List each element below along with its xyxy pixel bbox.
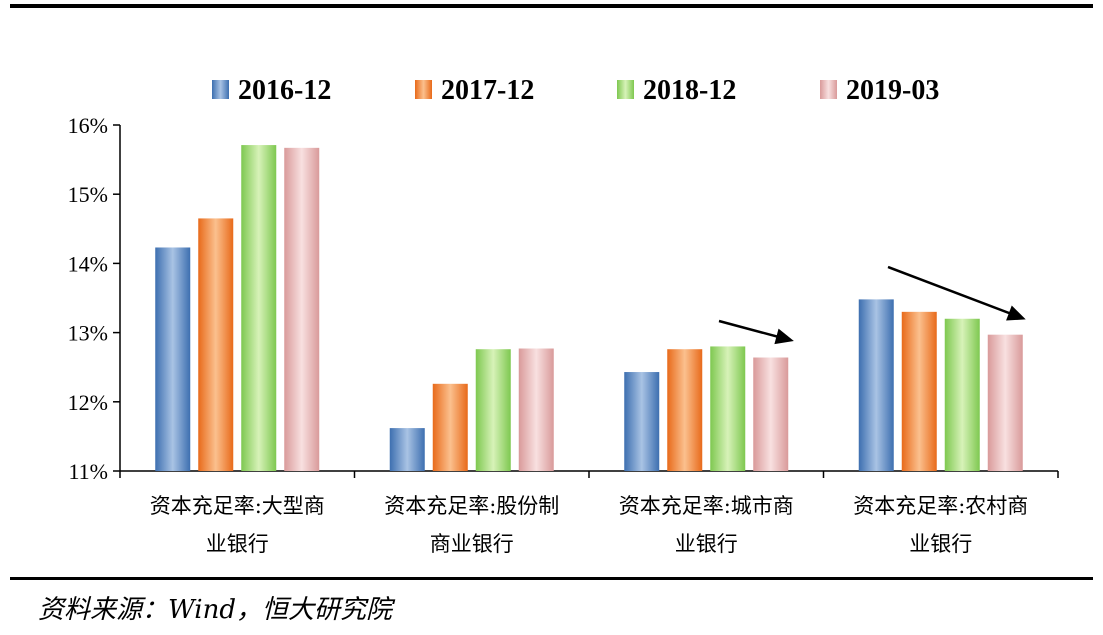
legend-swatch-2019-03 (820, 80, 837, 99)
bar-2018-12 (241, 145, 277, 471)
bar-2019-03 (753, 357, 789, 471)
bar-2016-12 (389, 428, 425, 471)
y-tick-label: 14% (68, 251, 108, 276)
bar-2018-12 (710, 346, 746, 471)
bar-2016-12 (624, 372, 660, 471)
bar-2016-12 (858, 299, 894, 471)
bottom-rule (10, 577, 1093, 580)
legend: 2016-12 2017-12 2018-12 2019-03 (212, 75, 939, 106)
category-label: 业银行 (909, 532, 972, 556)
bar-2017-12 (198, 218, 234, 471)
legend-label-2018-12: 2018-12 (643, 75, 736, 106)
bar-2019-03 (284, 147, 320, 471)
category-label: 业银行 (675, 532, 738, 556)
y-tick-label: 15% (68, 182, 108, 207)
legend-label-2017-12: 2017-12 (441, 75, 534, 106)
bar-2017-12 (432, 383, 468, 471)
category-label: 业银行 (206, 532, 269, 556)
y-tick-label: 13% (68, 321, 108, 346)
top-rule (10, 4, 1093, 8)
category-label: 资本充足率:农村商 (853, 494, 1028, 518)
legend-swatch-2016-12 (212, 80, 229, 99)
category-label: 商业银行 (430, 532, 514, 556)
bar-2016-12 (155, 247, 191, 471)
category-label: 资本充足率:股份制 (384, 494, 559, 518)
bar-2017-12 (901, 311, 937, 471)
y-tick-label: 12% (68, 390, 108, 415)
y-tick-label: 16% (68, 113, 108, 138)
category-label: 资本充足率:城市商 (619, 494, 794, 518)
bars (155, 145, 1023, 471)
trend-arrow-city-banks (718, 319, 794, 345)
source-note: 资料来源：Wind，恒大研究院 (38, 595, 392, 625)
axes: 11% 12% 13% 14% 15% 16% (68, 113, 1059, 484)
bar-2019-03 (987, 334, 1023, 471)
bar-chart: 2016-12 2017-12 2018-12 2019-03 11% 12% 13% 14… (68, 75, 1059, 556)
trend-arrow-rural-banks (887, 265, 1026, 321)
legend-label-2016-12: 2016-12 (238, 75, 331, 106)
category-labels: 资本充足率:大型商业银行资本充足率:股份制商业银行资本充足率:城市商业银行资本充… (150, 494, 1029, 556)
y-tick-label: 11% (68, 459, 108, 484)
bar-2018-12 (944, 318, 980, 471)
bar-2019-03 (518, 348, 554, 471)
bar-2017-12 (667, 349, 703, 471)
bar-2018-12 (475, 349, 511, 471)
legend-label-2019-03: 2019-03 (846, 75, 939, 106)
category-label: 资本充足率:大型商 (150, 494, 325, 518)
trend-arrows (718, 265, 1026, 345)
legend-swatch-2017-12 (415, 80, 432, 99)
legend-swatch-2018-12 (617, 80, 634, 99)
